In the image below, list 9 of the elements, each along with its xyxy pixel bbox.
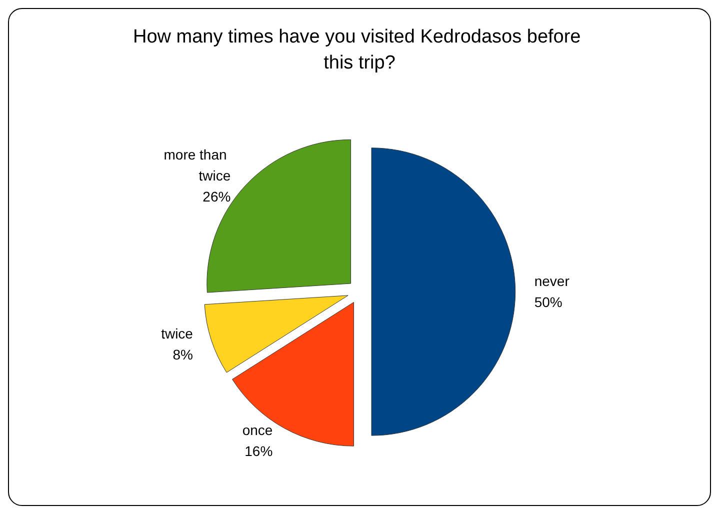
slice-label: twice xyxy=(161,326,194,342)
data-label: 26% xyxy=(202,188,231,204)
data-label: 50% xyxy=(534,294,562,310)
data-label: 8% xyxy=(172,346,193,363)
data-label: 16% xyxy=(244,443,273,460)
slice-label: more than twice xyxy=(164,146,231,184)
chart-title: How many times have you visited Kedrodasos before this trip? xyxy=(132,26,586,74)
slice-label: never xyxy=(534,273,570,290)
slice-label: once xyxy=(242,422,273,438)
